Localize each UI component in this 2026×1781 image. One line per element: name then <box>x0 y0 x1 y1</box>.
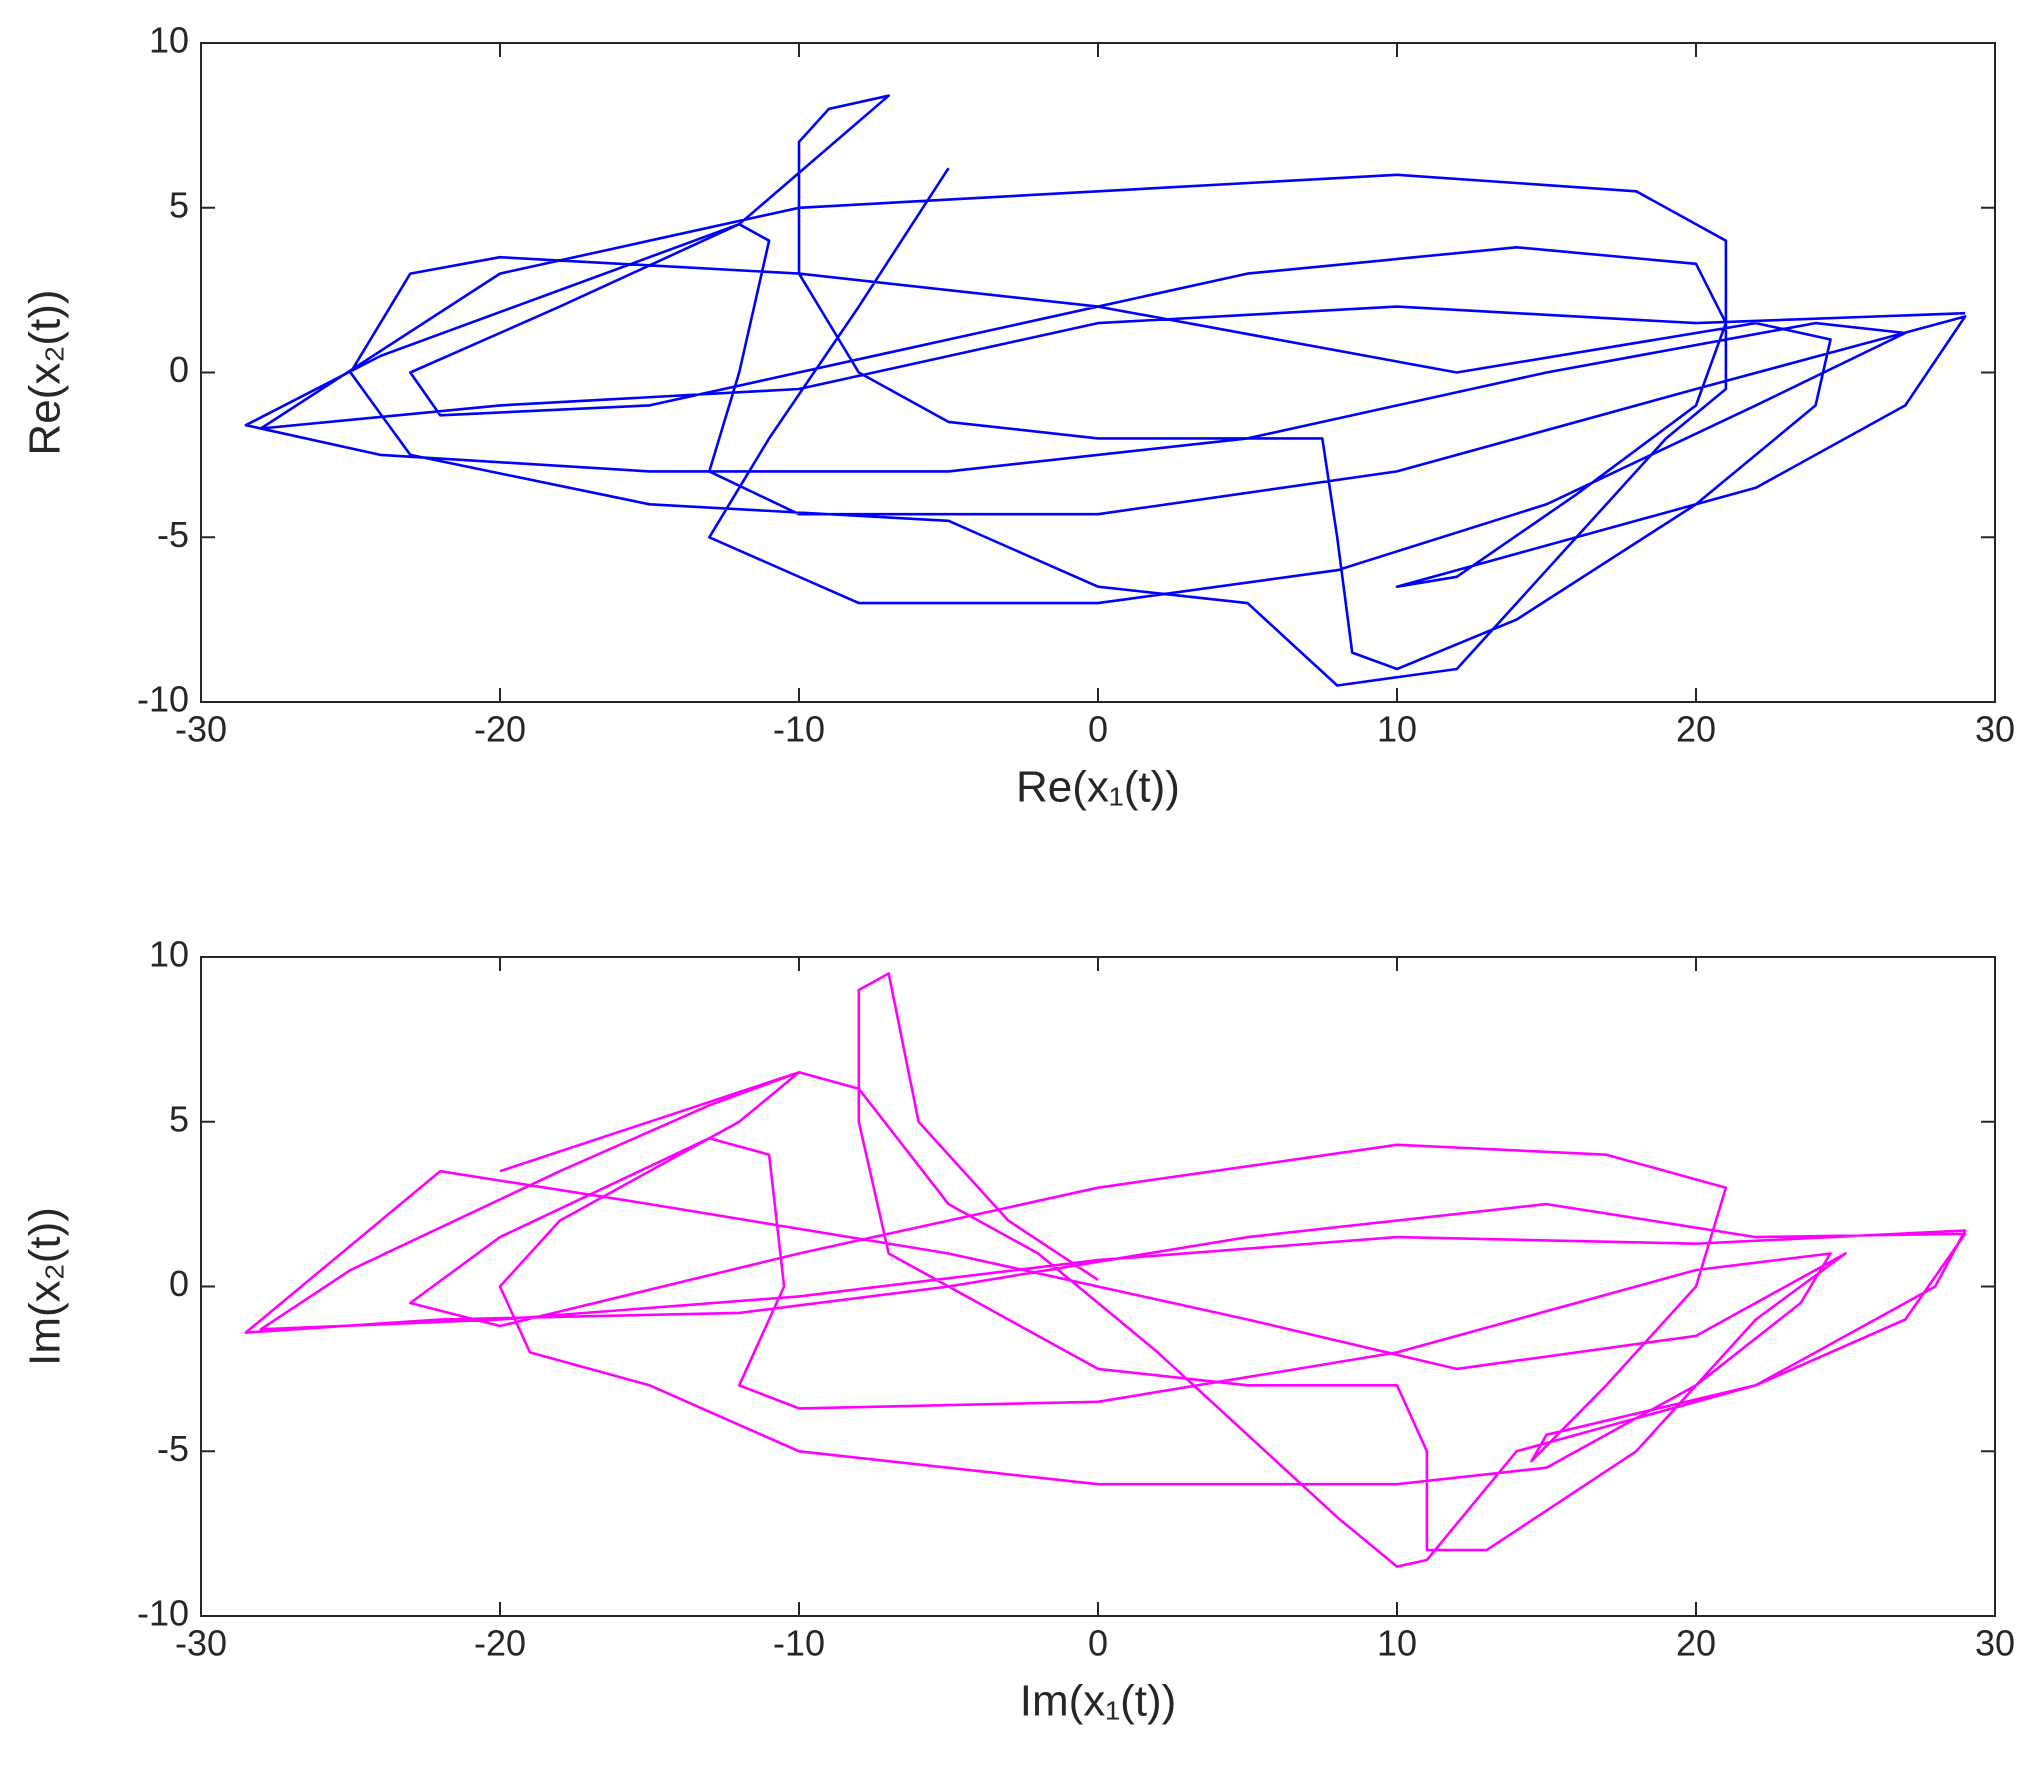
y-tick-label: 5 <box>169 184 189 225</box>
x-tick-label: 30 <box>1975 709 2015 750</box>
x-tick-label: -30 <box>175 709 227 750</box>
plot <box>244 94 1967 687</box>
x-tick-label: 0 <box>1088 1623 1108 1664</box>
plot <box>244 972 1967 1568</box>
x-tick-label: -10 <box>773 1623 825 1664</box>
trajectory <box>244 972 1967 1568</box>
x-tick-label: -20 <box>474 709 526 750</box>
y-tick-label: -10 <box>137 1593 189 1634</box>
x-tick-label: 30 <box>1975 1623 2015 1664</box>
x-tick-label: 20 <box>1676 709 1716 750</box>
x-tick-label: -10 <box>773 709 825 750</box>
x-tick-label: 10 <box>1377 709 1417 750</box>
y-tick-label: -5 <box>157 514 189 555</box>
x-tick-label: -20 <box>474 1623 526 1664</box>
y-tick-label: 10 <box>149 934 189 975</box>
y-tick-label: 0 <box>169 349 189 390</box>
x-tick-label: 10 <box>1377 1623 1417 1664</box>
x-axis-label: Im(x₁(t)) <box>1020 1677 1177 1726</box>
y-tick-label: 5 <box>169 1098 189 1139</box>
x-axis-label: Re(x₁(t)) <box>1016 763 1180 812</box>
x-tick-label: 20 <box>1676 1623 1716 1664</box>
x-tick-label: -30 <box>175 1623 227 1664</box>
y-tick-label: 0 <box>169 1263 189 1304</box>
y-tick-label: -5 <box>157 1428 189 1469</box>
x-tick-label: 0 <box>1088 709 1108 750</box>
trajectory <box>244 94 1967 687</box>
y-tick-label: -10 <box>137 679 189 720</box>
y-axis-label: Im(x₂(t)) <box>21 1207 70 1366</box>
y-tick-label: 10 <box>149 20 189 61</box>
y-axis-label: Re(x₂(t)) <box>21 289 70 455</box>
